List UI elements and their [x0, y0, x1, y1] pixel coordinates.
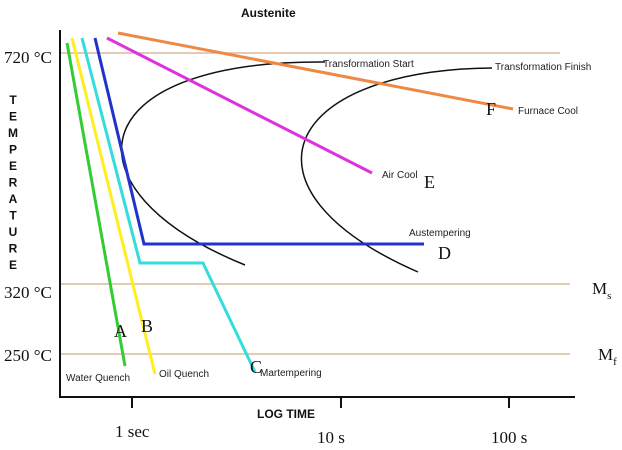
- temp-label-720: 720 °C: [4, 48, 52, 67]
- y-axis-label-letter: E: [9, 110, 17, 124]
- time-label-100s: 100 s: [491, 428, 527, 447]
- path-name-austempering: Austempering: [409, 228, 471, 239]
- path-letter-a: A: [114, 321, 127, 341]
- path-b-oil-quench: [70, 37, 157, 375]
- path-name-air-cool: Air Cool: [382, 170, 418, 181]
- path-letter-b: B: [141, 316, 153, 336]
- path-name-furnace-cool: Furnace Cool: [518, 106, 578, 117]
- y-axis-label-letter: R: [9, 242, 18, 256]
- diagram-title: Austenite: [241, 6, 296, 20]
- y-axis-label-letter: T: [9, 93, 17, 107]
- y-axis-label-letter: T: [9, 209, 17, 223]
- transformation-finish-label: Transformation Finish: [495, 62, 591, 73]
- temp-label-320: 320 °C: [4, 283, 52, 302]
- path-a-water-quench: [65, 42, 127, 367]
- ms-label: Ms: [592, 279, 611, 302]
- path-f-furnace-cool: [117, 31, 514, 111]
- mf-label: Mf: [598, 345, 617, 368]
- y-axis-label-letter: R: [9, 176, 18, 190]
- path-name-water-quench: Water Quench: [66, 373, 130, 384]
- y-axis-label-letter: E: [9, 258, 17, 272]
- y-axis-label-letter: A: [9, 192, 18, 206]
- y-axis-label-letter: E: [9, 159, 17, 173]
- path-name-martempering: Martempering: [260, 368, 322, 379]
- ms-subscript: s: [607, 290, 611, 302]
- path-name-oil-quench: Oil Quench: [159, 369, 209, 380]
- x-axis-label: LOG TIME: [257, 407, 315, 421]
- path-letter-c: C: [250, 357, 262, 377]
- path-d-austempering: [93, 37, 424, 246]
- path-c-martempering: [80, 37, 257, 373]
- ms-main: M: [592, 279, 607, 298]
- y-axis-label-letter: M: [8, 126, 18, 140]
- path-letter-f: F: [486, 99, 496, 119]
- mf-subscript: f: [613, 356, 617, 368]
- temp-label-250: 250 °C: [4, 346, 52, 365]
- y-axis-label-letter: P: [9, 143, 17, 157]
- path-e-air-cool: [106, 36, 373, 175]
- path-letter-e: E: [424, 172, 435, 192]
- path-letter-d: D: [438, 243, 451, 263]
- time-label-10s: 10 s: [317, 428, 345, 447]
- time-label-1s: 1 sec: [115, 422, 150, 441]
- mf-main: M: [598, 345, 613, 364]
- transformation-start-curve: [120, 61, 326, 266]
- y-axis-label-letter: U: [9, 225, 18, 239]
- transformation-start-label: Transformation Start: [323, 59, 414, 70]
